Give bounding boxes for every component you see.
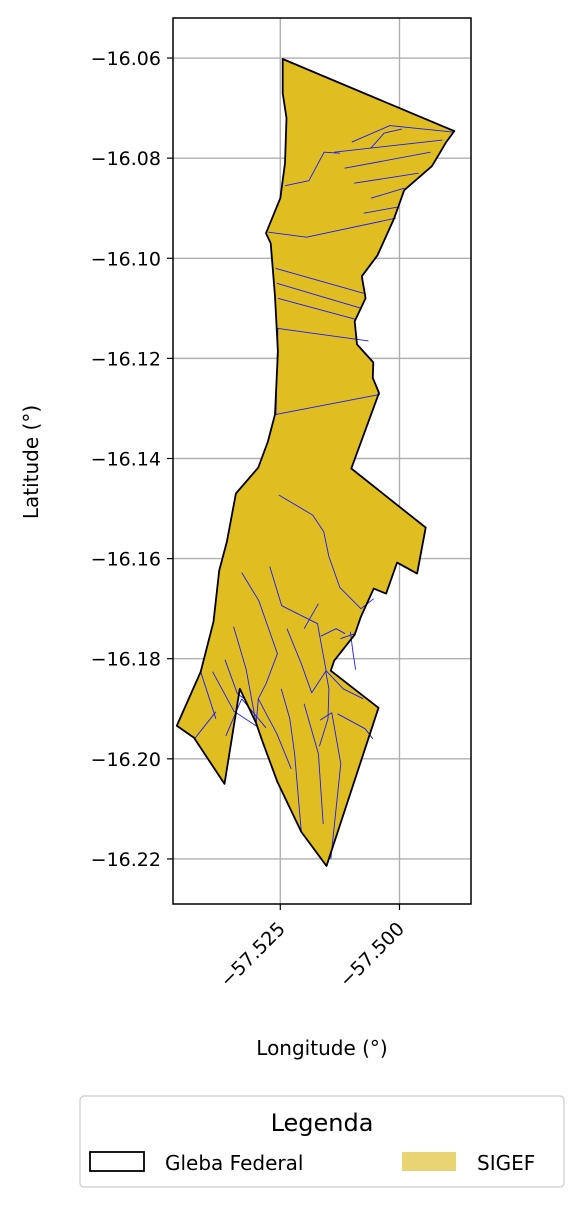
legend-swatch-sigef	[402, 1152, 456, 1171]
y-tick-label: −16.22	[91, 849, 161, 871]
parcel-boundary	[277, 297, 356, 320]
parcel-boundary	[370, 187, 405, 199]
parcel-boundary	[340, 633, 355, 640]
parcel-boundary	[363, 206, 398, 214]
parcel-boundary	[303, 703, 324, 824]
legend-title: Legenda	[271, 1109, 374, 1137]
sigef-area-fill	[176, 59, 455, 866]
parcel-boundary	[241, 572, 278, 700]
plot-frame	[172, 17, 472, 905]
x-axis-label: Longitude (°)	[256, 1036, 387, 1060]
parcel-boundary	[277, 327, 369, 342]
y-tick-label: −16.14	[91, 448, 161, 470]
legend: Legenda Gleba Federal SIGEF	[79, 1095, 565, 1188]
gleba-federal-outline	[175, 58, 456, 867]
x-tick-label: −57.500	[335, 918, 409, 992]
parcel-boundary	[233, 626, 257, 723]
legend-label-sigef: SIGEF	[477, 1151, 535, 1175]
y-axis-label: Latitude (°)	[19, 405, 43, 519]
y-tick-label: −16.12	[91, 348, 161, 370]
parcel-boundary	[194, 711, 217, 740]
parcel-boundary	[241, 698, 267, 729]
parcel-boundary	[257, 698, 292, 769]
parcel-boundary	[268, 217, 396, 238]
y-tick-label: −16.06	[91, 48, 161, 70]
y-tick-label: −16.18	[91, 649, 161, 671]
parcel-boundary	[212, 671, 259, 727]
parcel-boundary	[284, 151, 340, 187]
x-tick-label: −57.525	[216, 918, 290, 992]
parcel-boundary	[278, 494, 374, 610]
parcel-boundary	[200, 671, 217, 719]
legend-swatch-gleba-federal	[89, 1151, 145, 1172]
y-tick-label: −16.16	[91, 549, 161, 571]
parcel-boundary	[318, 670, 330, 747]
parcel-boundary	[325, 670, 364, 700]
map-polygons	[175, 58, 456, 867]
parcel-boundary	[351, 125, 453, 143]
legend-label-gleba-federal: Gleba Federal	[165, 1151, 303, 1175]
parcel-boundary	[319, 712, 342, 859]
parcel-boundary	[224, 659, 245, 700]
y-tick-label: −16.10	[91, 248, 161, 270]
parcel-boundary	[303, 603, 319, 629]
parcel-boundary	[286, 628, 327, 694]
parcel-boundary	[344, 151, 431, 169]
parcel-boundary	[370, 128, 402, 149]
parcel-boundary	[280, 688, 302, 832]
parcel-boundary	[269, 566, 327, 671]
y-tick-label: −16.08	[91, 148, 161, 170]
parcel-boundary	[275, 267, 364, 294]
parcel-boundary	[225, 698, 243, 736]
parcel-boundary	[276, 282, 362, 309]
parcel-boundary	[320, 628, 346, 637]
parcel-boundary	[354, 172, 419, 184]
y-tick-label: −16.20	[91, 749, 161, 771]
parcel-boundary	[334, 139, 443, 153]
sigef-parcel-lines	[194, 125, 453, 859]
